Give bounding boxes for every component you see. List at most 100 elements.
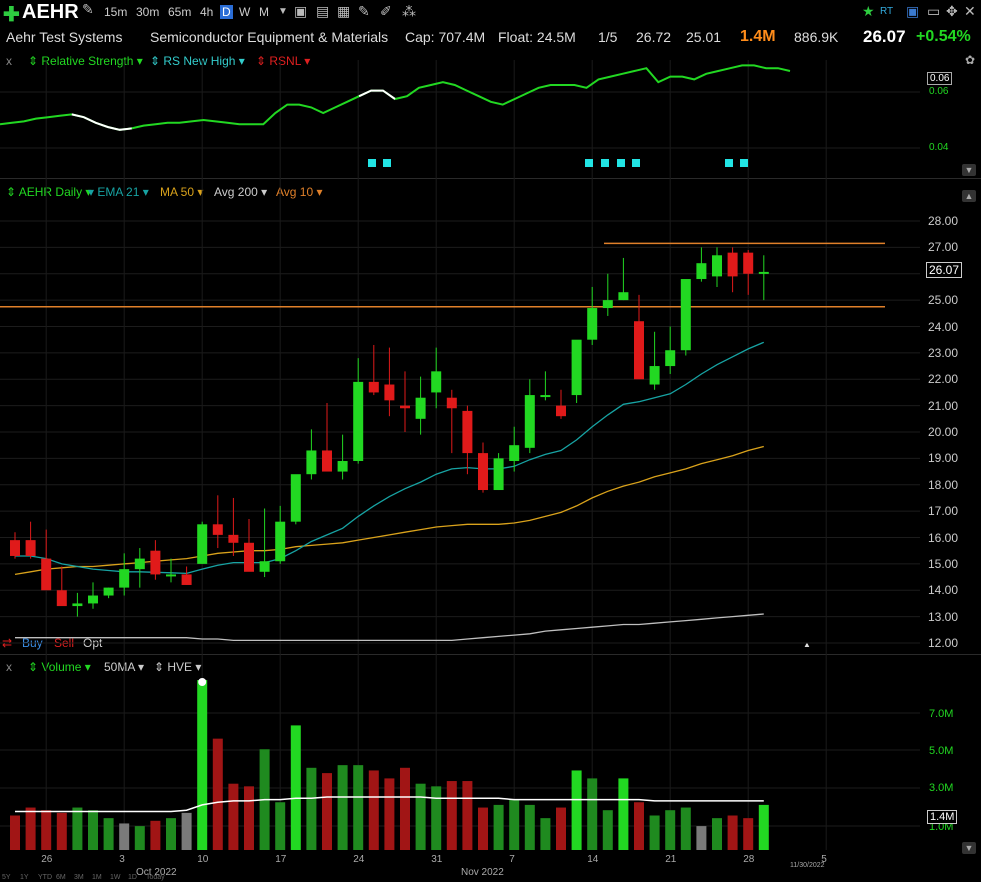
candle-body	[25, 540, 36, 556]
volume-bar	[680, 807, 691, 850]
tf-w[interactable]: W	[239, 5, 251, 19]
avg10-label[interactable]: Avg 10 ▾	[276, 185, 323, 199]
volume-value: 1.4M	[740, 28, 776, 45]
volume-bar	[275, 802, 286, 850]
candle-body	[462, 410, 473, 454]
settings-icon[interactable]: ▣	[906, 3, 920, 19]
footer-tab[interactable]: Today	[146, 874, 165, 881]
rsnl-label[interactable]: ⇕ RSNL ▾	[256, 54, 311, 68]
candle-body	[618, 292, 629, 301]
tf-m[interactable]: M	[259, 5, 269, 19]
ema-label[interactable]: ▾ EMA 21 ▾	[88, 185, 149, 199]
info-bar: Aehr Test Systems Semiconductor Equipmen…	[0, 24, 981, 50]
x-axis-tick: 21	[665, 854, 677, 865]
footer-tab[interactable]: 1D	[128, 874, 137, 881]
close-icon[interactable]: ✕	[964, 3, 976, 19]
tf-65m[interactable]: 65m	[168, 5, 192, 19]
draw-icon[interactable]: ✎	[358, 3, 370, 19]
volume-bar	[446, 781, 457, 850]
footer-tab[interactable]: 1Y	[20, 874, 29, 881]
rs-line	[0, 64, 791, 131]
candle-body	[400, 405, 410, 409]
network-icon[interactable]: ⁂	[402, 3, 416, 19]
vol-ma-label[interactable]: 50MA ▾	[104, 660, 145, 674]
change-value: +0.54%	[916, 28, 971, 45]
volume-bar	[290, 725, 301, 850]
rs-new-high-marker	[725, 159, 733, 167]
add-symbol-icon[interactable]: ✚	[3, 4, 20, 26]
price-axis-tick: 22.00	[928, 372, 959, 387]
rs-current-label: 0.06	[927, 72, 953, 85]
footer-tab[interactable]: 5Y	[2, 874, 11, 881]
footer-tab[interactable]: 6M	[56, 874, 66, 881]
price-axis-tick: 15.00	[928, 556, 959, 571]
volume-close-button[interactable]: x	[6, 660, 12, 674]
tf-4h[interactable]: 4h	[200, 5, 214, 19]
tf-dropdown-icon[interactable]: ▼	[278, 6, 288, 17]
ma50-label[interactable]: MA 50 ▾	[160, 185, 204, 199]
hve-label[interactable]: ⇕ HVE ▾	[154, 660, 202, 674]
price-divider	[0, 654, 981, 655]
vol-ma-text: 50MA	[104, 660, 135, 674]
x-axis-tick: 14	[587, 854, 599, 865]
rs-weak-segment	[71, 113, 132, 131]
volume-bar	[602, 810, 613, 850]
pen-icon[interactable]: ✐	[380, 3, 392, 19]
star-icon[interactable]: ★	[862, 3, 875, 19]
volume-bar	[540, 818, 551, 850]
footer-tab[interactable]: YTD	[38, 874, 52, 881]
rs-new-high-marker	[368, 159, 376, 167]
candle-body	[72, 603, 83, 607]
rs-new-high-marker	[585, 159, 593, 167]
rs-close-button[interactable]: x	[6, 54, 12, 68]
tf-d[interactable]: D	[220, 5, 233, 19]
volume-bar	[72, 807, 83, 850]
realtime-tag[interactable]: RT	[880, 6, 894, 17]
price-axis-tick: 24.00	[928, 319, 959, 334]
price-symbol-text: AEHR Daily	[18, 185, 83, 199]
x-axis-tick: 28	[743, 854, 755, 865]
volume-bar	[758, 804, 769, 850]
candle-body	[680, 279, 691, 351]
palette-icon[interactable]: ✿	[964, 53, 976, 67]
window-icon[interactable]: ▭	[927, 3, 941, 19]
symbol-label[interactable]: AEHR	[22, 1, 79, 23]
rs-scroll-button[interactable]: ▼	[962, 164, 976, 176]
volume-bar	[41, 810, 52, 850]
volume-bar	[368, 770, 379, 850]
volume-bar	[712, 818, 722, 850]
candle-body	[259, 561, 270, 572]
share-icon[interactable]: ✎	[82, 1, 94, 17]
volume-bar	[478, 807, 488, 850]
volume-bar	[228, 783, 239, 850]
footer-tab[interactable]: 3M	[74, 874, 84, 881]
rs-axis-low: 0.04	[929, 142, 949, 153]
rs-divider	[0, 178, 981, 179]
collapse-arrow-icon[interactable]: ▲	[803, 640, 811, 649]
x-axis-tick: 7	[509, 854, 515, 865]
volume-bar	[353, 765, 364, 850]
x-axis-tick: 10	[197, 854, 209, 865]
candle-body	[275, 521, 286, 562]
footer-tab[interactable]: 1W	[110, 874, 121, 881]
volume-label[interactable]: ⇕ Volume ▾	[28, 660, 91, 674]
rs-axis-high: 0.06	[929, 86, 949, 97]
calendar-icon[interactable]: ▦	[337, 3, 351, 19]
avg200-label[interactable]: Avg 200 ▾	[214, 185, 268, 199]
chart-type-icon[interactable]: ▣	[294, 3, 308, 19]
indicator-icon[interactable]: ▤	[316, 3, 330, 19]
price-scroll-button[interactable]: ▲	[962, 190, 976, 202]
rs-new-high-label[interactable]: ⇕ RS New High ▾	[150, 54, 245, 68]
volume-bar	[322, 773, 332, 850]
candle-body	[10, 540, 20, 556]
move-icon[interactable]: ✥	[946, 3, 958, 19]
volume-scroll-button[interactable]: ▼	[962, 842, 976, 854]
candle-body	[758, 271, 769, 274]
footer-tab[interactable]: 1M	[92, 874, 102, 881]
tf-15m[interactable]: 15m	[104, 5, 128, 19]
tf-30m[interactable]: 30m	[136, 5, 160, 19]
last-date-label: 11/30/2022	[790, 862, 825, 869]
price-symbol-label[interactable]: ⇕ AEHR Daily ▾	[6, 185, 92, 199]
rs-label[interactable]: ⇕ Relative Strength ▾	[28, 54, 143, 68]
volume-bar	[306, 767, 317, 850]
